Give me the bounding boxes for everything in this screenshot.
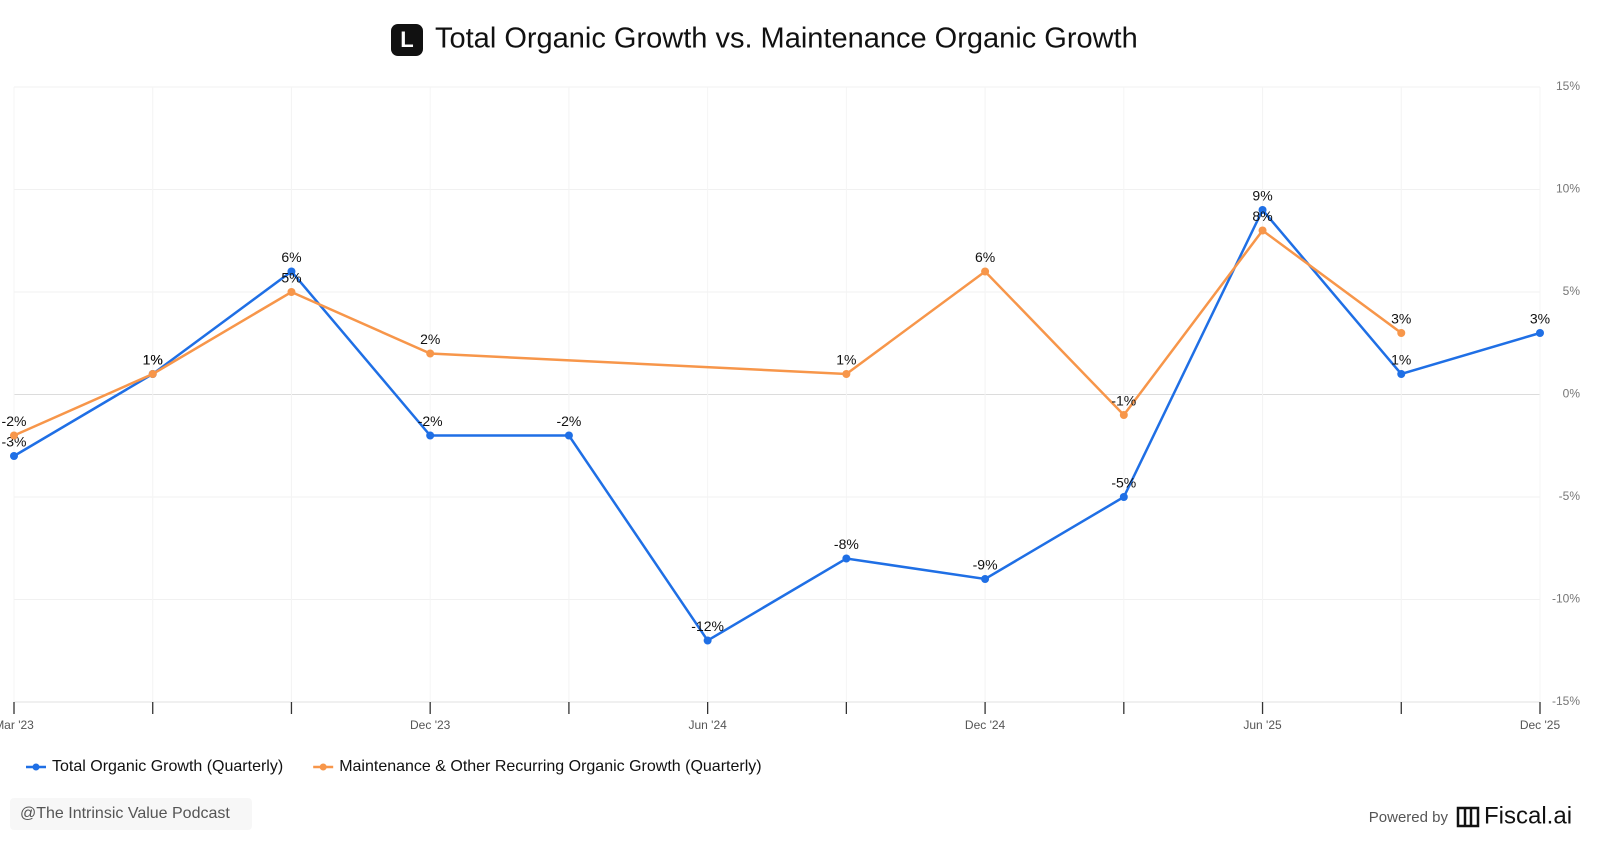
series-line: [13, 207, 1541, 643]
data-point: [1119, 493, 1128, 501]
data-point: [1536, 329, 1544, 337]
data-label: 1%: [143, 352, 163, 368]
data-label: 9%: [1252, 188, 1272, 204]
chart-title: Total Organic Growth vs. Maintenance Org…: [435, 23, 1138, 55]
y-tick-label: 0%: [1563, 387, 1581, 401]
data-point: [287, 267, 296, 276]
brand: Fiscal.ai: [1484, 802, 1572, 829]
logo-box: [391, 24, 423, 56]
data-point: [842, 370, 851, 378]
data-point: [426, 431, 435, 440]
data-point: [1258, 226, 1267, 235]
legend-label: Total Organic Growth (Quarterly): [52, 758, 283, 775]
y-tick-label: -10%: [1552, 592, 1580, 606]
x-tick-label: Jun '25: [1243, 718, 1282, 732]
data-point: [10, 431, 18, 440]
data-point: [564, 431, 573, 440]
data-label: -2%: [418, 413, 443, 429]
data-point: [1397, 329, 1406, 337]
data-point: [981, 575, 990, 583]
credit-box: [10, 798, 252, 830]
x-tick-label: Dec '23: [410, 718, 451, 732]
x-tick-label: Dec '24: [965, 718, 1006, 732]
data-point: [703, 636, 712, 645]
data-label: 3%: [1530, 311, 1550, 327]
x-tick-label: Mar '23: [0, 718, 34, 732]
y-tick-label: 5%: [1563, 284, 1581, 298]
data-label: 1%: [143, 352, 163, 368]
data-label: 6%: [281, 249, 301, 265]
data-label: 1%: [1391, 352, 1411, 368]
data-label: -12%: [691, 618, 724, 634]
credit: @The Intrinsic Value Podcast: [20, 805, 230, 822]
data-point: [426, 349, 435, 358]
data-label: -9%: [973, 557, 998, 573]
data-point: [10, 452, 18, 460]
data-label: 2%: [420, 331, 440, 347]
data-label: -1%: [1111, 393, 1136, 409]
powered-by: Powered by: [1369, 809, 1449, 826]
x-tick-label: Jun '24: [688, 718, 727, 732]
data-label: 3%: [1391, 311, 1411, 327]
data-point: [842, 554, 851, 563]
data-point: [1119, 411, 1128, 419]
x-tick-label: Dec '25: [1520, 718, 1561, 732]
data-label: 5%: [281, 270, 301, 286]
data-label: -3%: [2, 434, 27, 450]
logo: L: [400, 27, 413, 52]
data-point: [981, 267, 990, 276]
legend-swatch-dot: [319, 763, 327, 771]
legend-label: Maintenance & Other Recurring Organic Gr…: [339, 758, 761, 775]
y-tick-label: -5%: [1559, 489, 1581, 503]
data-point: [1397, 370, 1406, 378]
data-label: -8%: [834, 536, 859, 552]
data-label: 6%: [975, 249, 995, 265]
data-point: [287, 288, 296, 296]
y-tick-label: 15%: [1556, 79, 1580, 93]
data-label: -2%: [556, 413, 581, 429]
data-label: -2%: [2, 413, 27, 429]
data-point: [1258, 206, 1267, 214]
data-point: [148, 370, 157, 378]
data-label: 8%: [1252, 208, 1272, 224]
plot: -15% -10% -5% 0% 5% 10% 15% Mar '23 Dec '23 Jun '…: [0, 79, 1580, 775]
y-tick-label: -15%: [1552, 694, 1580, 708]
brand-icon: [1456, 806, 1480, 828]
y-tick-label: 10%: [1556, 182, 1580, 196]
data-label: 1%: [836, 352, 856, 368]
legend-swatch-dot: [32, 763, 40, 771]
data-label: -5%: [1111, 475, 1136, 491]
